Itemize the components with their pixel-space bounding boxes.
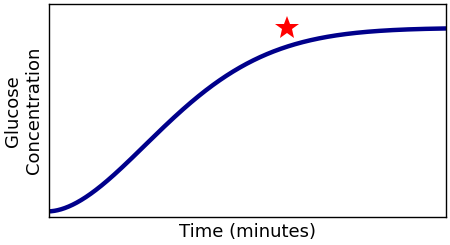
Y-axis label: Glucose
Concentration: Glucose Concentration xyxy=(4,47,43,174)
X-axis label: Time (minutes): Time (minutes) xyxy=(179,223,316,241)
